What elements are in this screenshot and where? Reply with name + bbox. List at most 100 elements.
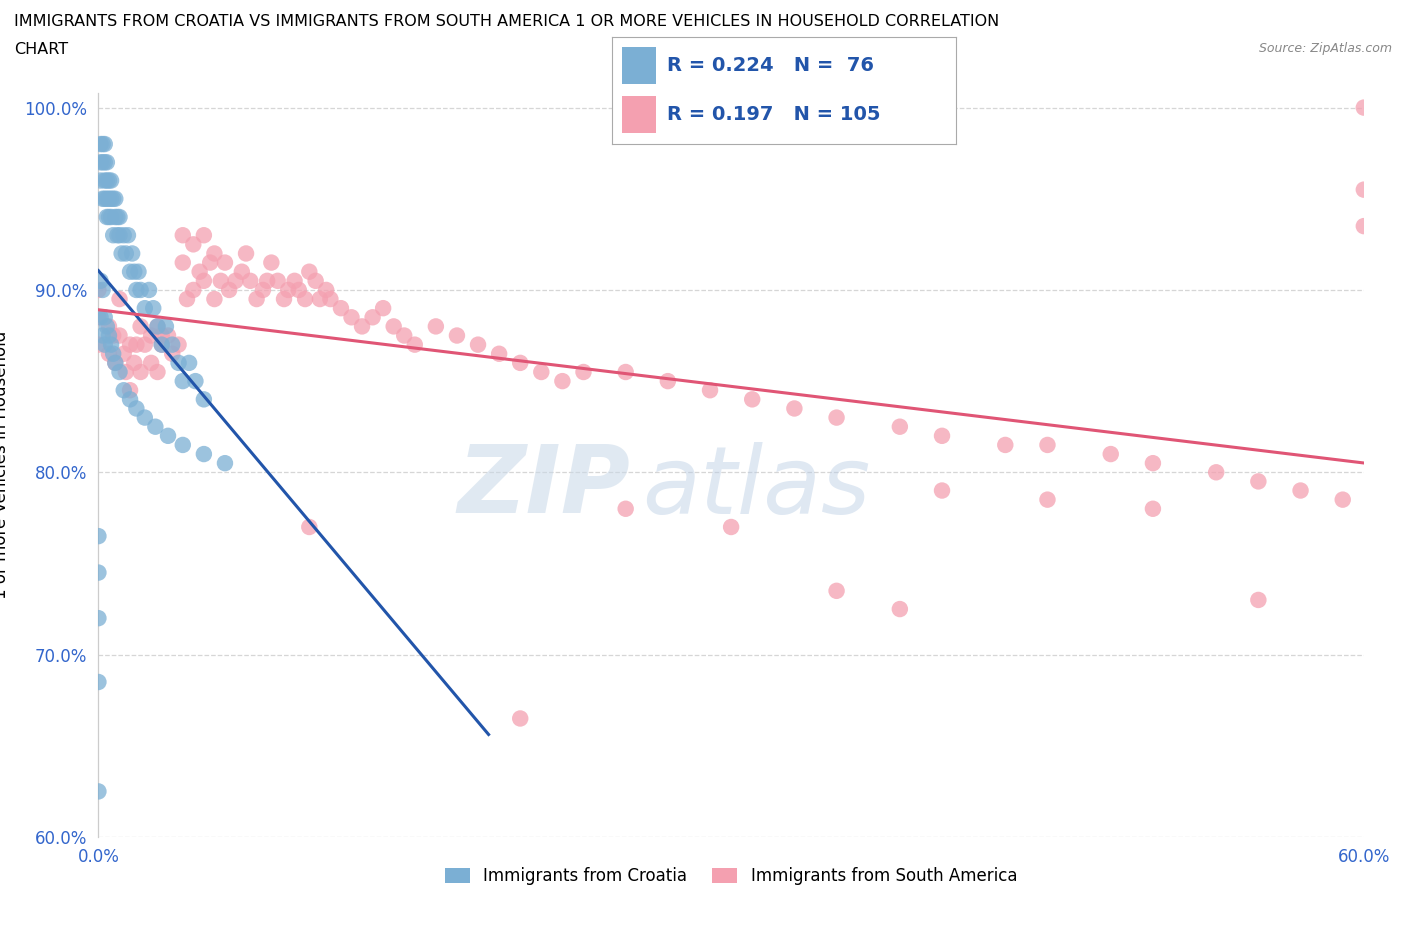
- Immigrants from Croatia: [91, 137, 114, 152]
- Immigrants from Croatia: [120, 264, 141, 279]
- Immigrants from South America: [193, 228, 215, 243]
- Immigrants from Croatia: [121, 246, 143, 261]
- Immigrants from Croatia: [134, 410, 156, 425]
- Immigrants from Croatia: [145, 419, 166, 434]
- Immigrants from South America: [188, 264, 211, 279]
- Legend: Immigrants from Croatia, Immigrants from South America: Immigrants from Croatia, Immigrants from…: [439, 860, 1024, 892]
- Immigrants from South America: [319, 292, 342, 307]
- Immigrants from South America: [1036, 492, 1059, 507]
- Immigrants from Croatia: [150, 338, 173, 352]
- Immigrants from Croatia: [125, 401, 148, 416]
- Immigrants from Croatia: [125, 283, 148, 298]
- Immigrants from South America: [183, 237, 205, 252]
- Immigrants from Croatia: [98, 173, 121, 188]
- Immigrants from South America: [150, 328, 173, 343]
- Immigrants from South America: [141, 355, 163, 370]
- Immigrants from Croatia: [98, 328, 121, 343]
- Immigrants from Croatia: [124, 264, 146, 279]
- Immigrants from Croatia: [98, 209, 121, 224]
- Immigrants from South America: [1289, 483, 1312, 498]
- Immigrants from Croatia: [98, 192, 121, 206]
- Immigrants from South America: [176, 292, 198, 307]
- Immigrants from Croatia: [93, 338, 117, 352]
- Immigrants from South America: [98, 346, 121, 361]
- Immigrants from Croatia: [93, 173, 117, 188]
- Immigrants from South America: [509, 711, 531, 726]
- Immigrants from South America: [98, 319, 121, 334]
- Immigrants from Croatia: [104, 355, 127, 370]
- Immigrants from Croatia: [104, 192, 127, 206]
- Immigrants from Croatia: [138, 283, 160, 298]
- Immigrants from South America: [125, 338, 148, 352]
- Immigrants from South America: [361, 310, 384, 325]
- Immigrants from South America: [87, 338, 110, 352]
- Immigrants from South America: [129, 365, 152, 379]
- Immigrants from South America: [120, 338, 141, 352]
- Immigrants from South America: [1353, 182, 1375, 197]
- Immigrants from South America: [108, 292, 131, 307]
- Immigrants from South America: [284, 273, 307, 288]
- Immigrants from South America: [204, 292, 226, 307]
- Immigrants from South America: [150, 338, 173, 352]
- Immigrants from Croatia: [120, 392, 141, 406]
- Immigrants from South America: [509, 355, 531, 370]
- Immigrants from South America: [134, 338, 156, 352]
- Immigrants from South America: [115, 365, 138, 379]
- Immigrants from South America: [273, 292, 295, 307]
- Immigrants from South America: [246, 292, 269, 307]
- Immigrants from Croatia: [100, 209, 122, 224]
- Immigrants from South America: [146, 365, 169, 379]
- Immigrants from South America: [239, 273, 262, 288]
- Immigrants from Croatia: [96, 155, 118, 170]
- Immigrants from Croatia: [91, 328, 114, 343]
- Immigrants from Croatia: [90, 310, 112, 325]
- Immigrants from South America: [260, 255, 283, 270]
- Immigrants from Croatia: [90, 173, 112, 188]
- Immigrants from Croatia: [90, 155, 112, 170]
- Immigrants from Croatia: [96, 209, 118, 224]
- Text: ZIP: ZIP: [457, 442, 630, 533]
- Immigrants from Croatia: [107, 228, 129, 243]
- Immigrants from South America: [183, 283, 205, 298]
- Immigrants from South America: [1247, 474, 1270, 489]
- Immigrants from South America: [530, 365, 553, 379]
- Immigrants from South America: [382, 319, 405, 334]
- Text: R = 0.224   N =  76: R = 0.224 N = 76: [666, 56, 873, 75]
- Immigrants from Croatia: [108, 209, 131, 224]
- Immigrants from Croatia: [129, 283, 152, 298]
- Immigrants from South America: [783, 401, 806, 416]
- Immigrants from Croatia: [111, 246, 132, 261]
- Immigrants from Croatia: [87, 784, 110, 799]
- Immigrants from South America: [124, 355, 146, 370]
- Immigrants from South America: [467, 338, 489, 352]
- Immigrants from Croatia: [108, 365, 131, 379]
- Immigrants from South America: [104, 355, 127, 370]
- Immigrants from South America: [1142, 501, 1164, 516]
- Immigrants from South America: [1205, 465, 1227, 480]
- Immigrants from South America: [1247, 592, 1270, 607]
- Immigrants from Croatia: [87, 528, 110, 543]
- Immigrants from South America: [1099, 446, 1122, 461]
- Immigrants from South America: [120, 383, 141, 398]
- Text: CHART: CHART: [14, 42, 67, 57]
- Immigrants from Croatia: [93, 137, 117, 152]
- Immigrants from Croatia: [167, 355, 190, 370]
- Immigrants from South America: [352, 319, 374, 334]
- Immigrants from Croatia: [128, 264, 150, 279]
- Immigrants from South America: [277, 283, 299, 298]
- Immigrants from Croatia: [103, 192, 125, 206]
- Immigrants from South America: [1036, 437, 1059, 452]
- Immigrants from South America: [931, 483, 953, 498]
- Immigrants from South America: [204, 246, 226, 261]
- Immigrants from South America: [551, 374, 574, 389]
- Immigrants from Croatia: [172, 437, 194, 452]
- Immigrants from South America: [304, 273, 326, 288]
- Immigrants from South America: [87, 310, 110, 325]
- Immigrants from South America: [294, 292, 316, 307]
- Immigrants from Croatia: [134, 300, 156, 315]
- Immigrants from Croatia: [155, 319, 177, 334]
- Immigrants from South America: [287, 283, 309, 298]
- Immigrants from South America: [1353, 100, 1375, 115]
- Immigrants from Croatia: [157, 429, 180, 444]
- Immigrants from Croatia: [91, 283, 114, 298]
